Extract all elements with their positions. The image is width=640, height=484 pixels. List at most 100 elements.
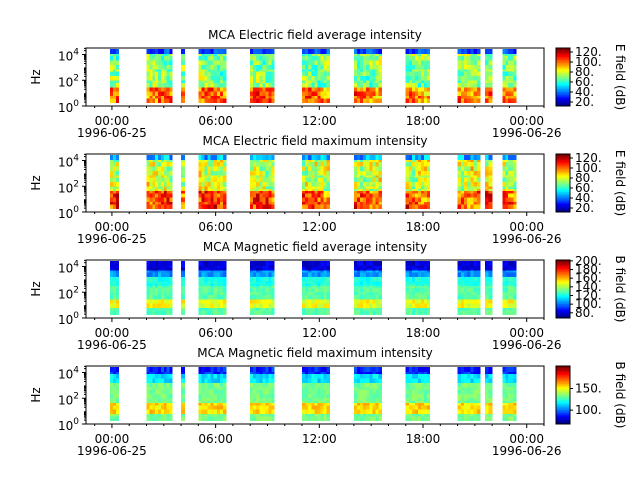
spectrogram-cell — [363, 89, 366, 92]
spectrogram-cell — [110, 206, 113, 209]
spectrogram-cell — [366, 162, 369, 165]
spectrogram-cell — [378, 160, 381, 163]
spectrogram-cell — [214, 169, 217, 172]
spectrogram-cell — [198, 301, 201, 304]
spectrogram-cell — [158, 94, 161, 97]
spectrogram-cell — [474, 51, 478, 54]
spectrogram-cell — [372, 177, 375, 180]
spectrogram-cell — [262, 204, 265, 207]
spectrogram-cell — [485, 71, 489, 74]
spectrogram-cell — [167, 261, 170, 264]
spectrogram-cell — [378, 162, 381, 165]
spectrogram-cell — [409, 286, 412, 289]
spectrogram-cell — [198, 204, 201, 207]
panel-2: MCA Electric field maximum intensityHz10… — [29, 134, 627, 246]
spectrogram-cell — [262, 301, 265, 304]
spectrogram-cell — [508, 74, 511, 77]
spectrogram-cell — [418, 301, 421, 304]
spectrogram-cell — [477, 87, 481, 90]
spectrogram-cell — [201, 186, 204, 189]
spectrogram-cell — [208, 162, 211, 165]
spectrogram-cell — [167, 288, 170, 291]
spectrogram-cell — [485, 74, 489, 77]
spectrogram-cell — [220, 164, 223, 167]
spectrogram-cell — [262, 157, 265, 160]
spectrogram-cell — [198, 58, 201, 61]
spectrogram-cell — [110, 63, 113, 66]
spectrogram-cell — [268, 301, 271, 304]
spectrogram-cell — [116, 80, 119, 83]
spectrogram-cell — [314, 49, 317, 52]
spectrogram-cell — [378, 202, 381, 205]
spectrogram-cell — [198, 281, 201, 284]
spectrogram-cell — [474, 91, 478, 94]
spectrogram-cell — [271, 297, 274, 300]
spectrogram-cell — [418, 94, 421, 97]
spectrogram-cell — [485, 180, 489, 183]
spectrogram-cell — [208, 74, 211, 77]
spectrogram-cell — [158, 268, 161, 271]
spectrogram-cell — [110, 89, 113, 92]
spectrogram-cell — [474, 78, 478, 81]
spectrogram-cell — [220, 204, 223, 207]
spectrogram-cell — [406, 56, 409, 59]
spectrogram-cell — [158, 180, 161, 183]
spectrogram-cell — [406, 96, 409, 99]
spectrogram-cell — [146, 299, 149, 302]
spectrogram-cell — [375, 286, 378, 289]
spectrogram-cell — [164, 162, 167, 165]
spectrogram-cell — [464, 200, 468, 203]
spectrogram-cell — [458, 60, 462, 63]
spectrogram-cell — [256, 157, 259, 160]
spectrogram-cell — [256, 87, 259, 90]
spectrogram-cell — [302, 177, 305, 180]
spectrogram-cell — [262, 195, 265, 198]
spectrogram-cell — [256, 272, 259, 275]
spectrogram-cell — [170, 83, 173, 86]
spectrogram-cell — [320, 76, 323, 79]
spectrogram-cell — [198, 306, 201, 309]
spectrogram-cell — [271, 270, 274, 273]
spectrogram-cell — [256, 312, 259, 315]
spectrogram-cell — [198, 263, 201, 266]
spectrogram-cell — [427, 197, 430, 200]
spectrogram-cell — [360, 98, 363, 101]
spectrogram-cell — [477, 191, 481, 194]
spectrogram-cell — [110, 275, 113, 278]
spectrogram-cell — [357, 310, 360, 313]
spectrogram-cell — [511, 182, 514, 185]
spectrogram-cell — [214, 184, 217, 187]
spectrogram-cell — [211, 290, 214, 293]
spectrogram-cell — [308, 186, 311, 189]
spectrogram-cell — [511, 160, 514, 163]
spectrogram-cell — [155, 63, 158, 66]
spectrogram-cell — [305, 180, 308, 183]
spectrogram-cell — [503, 175, 506, 178]
spectrogram-cell — [418, 197, 421, 200]
spectrogram-cell — [256, 89, 259, 92]
spectrogram-cell — [477, 89, 481, 92]
spectrogram-cell — [505, 60, 508, 63]
spectrogram-cell — [201, 191, 204, 194]
spectrogram-cell — [217, 89, 220, 92]
spectrogram-cell — [259, 100, 262, 103]
spectrogram-cell — [116, 279, 119, 282]
spectrogram-cell — [113, 286, 116, 289]
spectrogram-cell — [302, 299, 305, 302]
spectrogram-cell — [217, 91, 220, 94]
spectrogram-cell — [113, 272, 116, 275]
spectrogram-cell — [317, 266, 320, 269]
spectrogram-cell — [308, 297, 311, 300]
spectrogram-cell — [302, 292, 305, 295]
spectrogram-cell — [366, 202, 369, 205]
spectrogram-cell — [418, 272, 421, 275]
spectrogram-cell — [305, 292, 308, 295]
spectrogram-cell — [204, 261, 207, 264]
spectrogram-cell — [217, 200, 220, 203]
spectrogram-cell — [427, 177, 430, 180]
spectrogram-cell — [259, 49, 262, 52]
spectrogram-cell — [378, 297, 381, 300]
spectrogram-cell — [369, 83, 372, 86]
spectrogram-cell — [354, 310, 357, 313]
spectrogram-cell — [470, 177, 474, 180]
